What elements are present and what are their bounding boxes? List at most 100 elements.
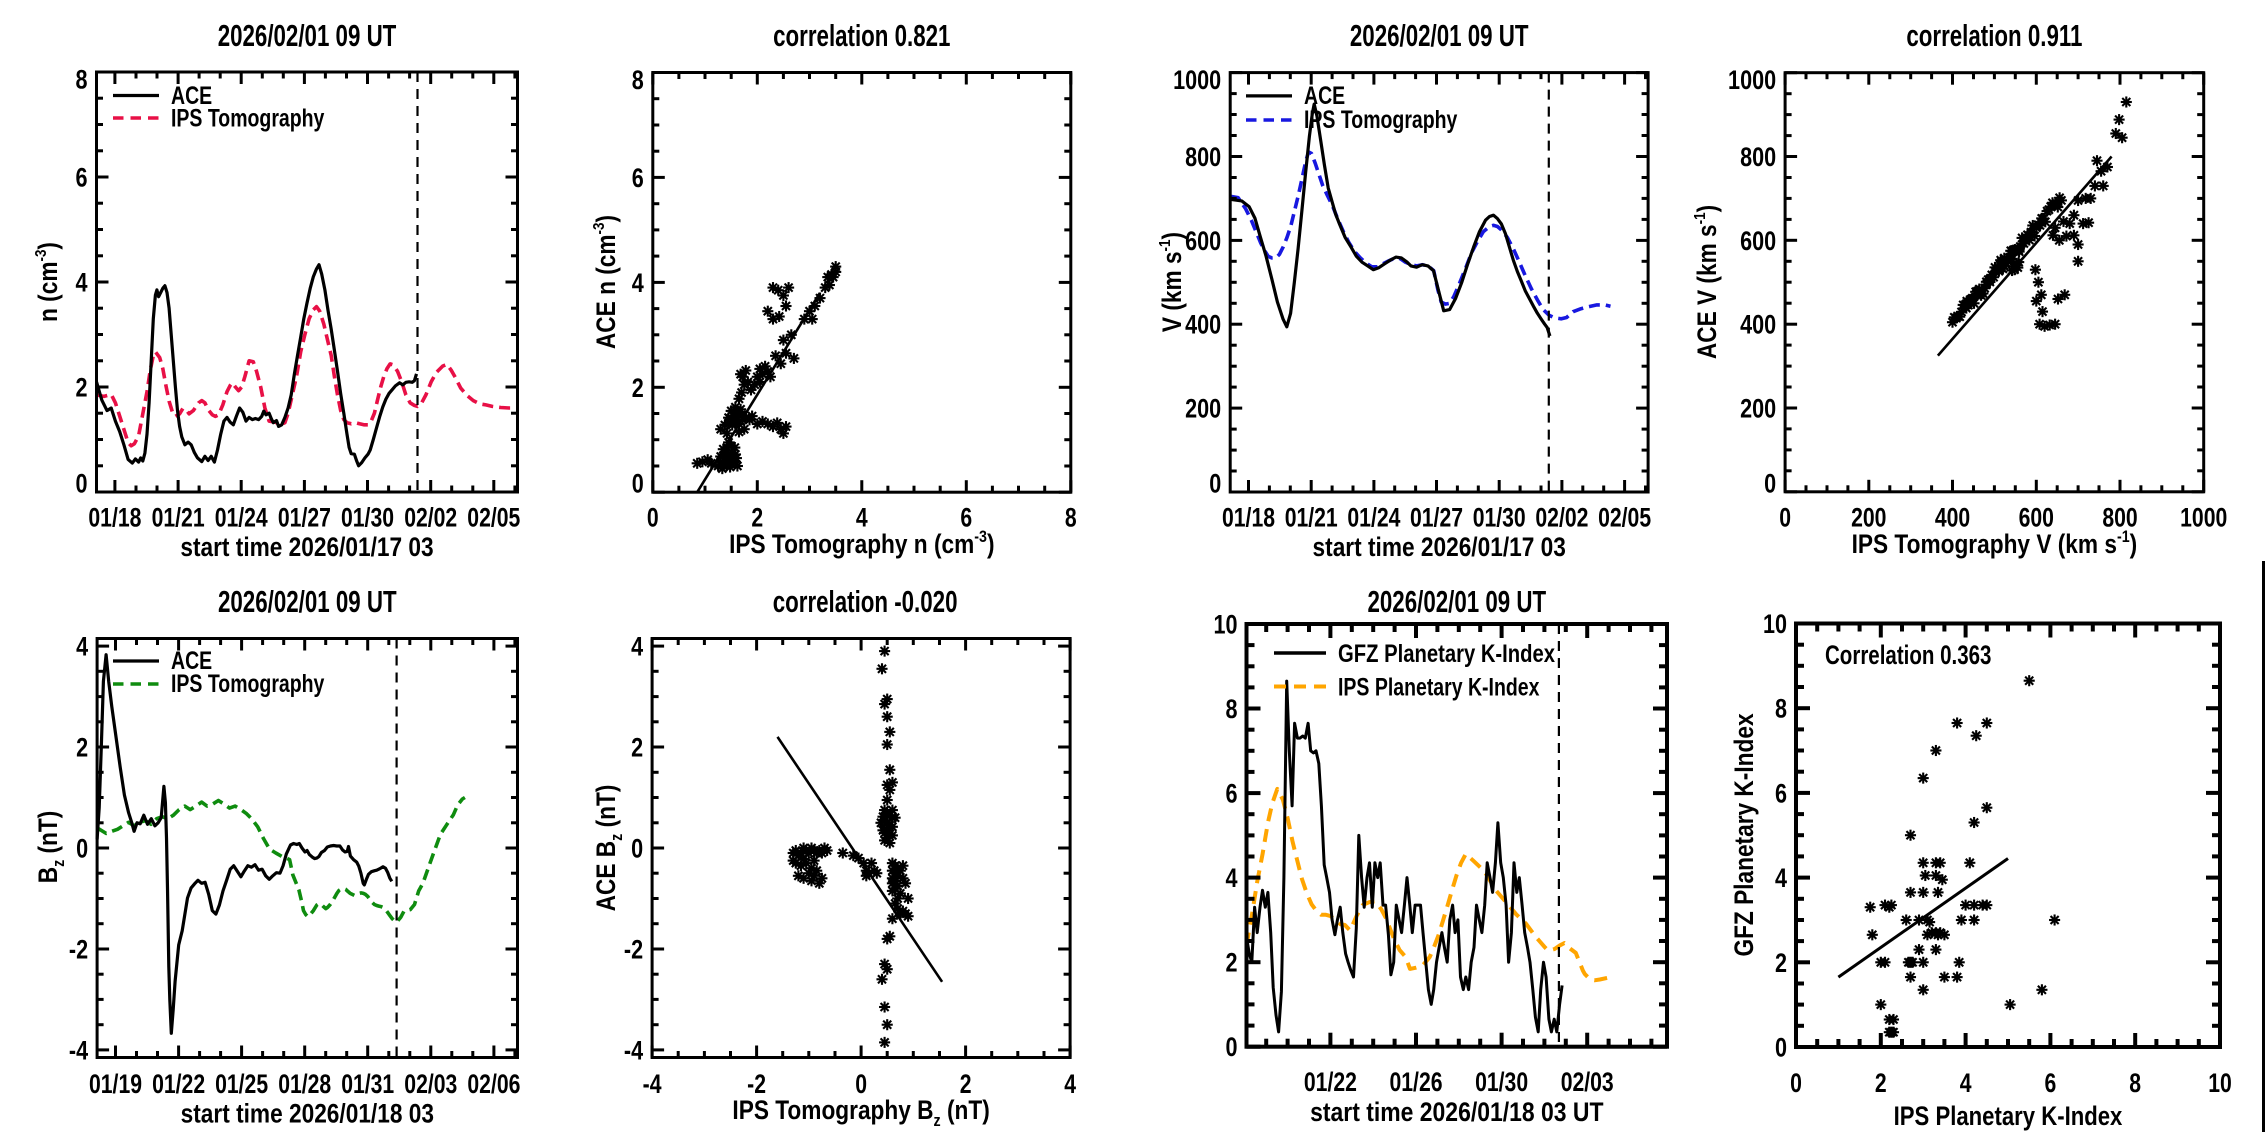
svg-text:-2: -2 bbox=[747, 1069, 766, 1099]
svg-text:ACE: ACE bbox=[1304, 82, 1345, 110]
svg-text:start time 2026/01/17 03: start time 2026/01/17 03 bbox=[1313, 532, 1566, 562]
svg-text:400: 400 bbox=[1935, 503, 1970, 533]
svg-text:01/30: 01/30 bbox=[1473, 503, 1526, 533]
svg-text:800: 800 bbox=[2102, 503, 2137, 533]
svg-text:-4: -4 bbox=[69, 1036, 89, 1066]
svg-text:10: 10 bbox=[2208, 1069, 2232, 1099]
svg-text:ACE n (cm-3): ACE n (cm-3) bbox=[591, 215, 621, 349]
svg-text:IPS Planetary K-Index: IPS Planetary K-Index bbox=[1338, 673, 1540, 701]
svg-text:IPS Tomography: IPS Tomography bbox=[171, 670, 325, 698]
svg-text:Correlation 0.363: Correlation 0.363 bbox=[1825, 640, 1991, 670]
svg-text:IPS Tomography V (km s-1): IPS Tomography V (km s-1) bbox=[1852, 528, 2138, 560]
svg-text:400: 400 bbox=[1185, 311, 1221, 341]
svg-text:8: 8 bbox=[2129, 1069, 2141, 1099]
svg-text:2026/02/01 09 UT: 2026/02/01 09 UT bbox=[1350, 18, 1529, 52]
svg-text:02/05: 02/05 bbox=[1598, 503, 1651, 533]
svg-text:0: 0 bbox=[632, 470, 644, 500]
svg-text:1000: 1000 bbox=[1173, 66, 1221, 96]
svg-text:8: 8 bbox=[1225, 695, 1237, 725]
svg-text:01/21: 01/21 bbox=[1285, 503, 1338, 533]
svg-text:ACE: ACE bbox=[171, 82, 212, 110]
svg-text:01/28: 01/28 bbox=[278, 1069, 331, 1099]
svg-text:400: 400 bbox=[1740, 311, 1776, 341]
svg-text:01/21: 01/21 bbox=[152, 503, 205, 533]
svg-text:GFZ Planetary K-Index: GFZ Planetary K-Index bbox=[1338, 639, 1555, 668]
svg-text:4: 4 bbox=[631, 632, 643, 662]
svg-text:4: 4 bbox=[75, 268, 87, 298]
svg-text:GFZ Planetary K-Index: GFZ Planetary K-Index bbox=[1729, 713, 1759, 956]
svg-text:800: 800 bbox=[1740, 143, 1776, 173]
svg-text:0: 0 bbox=[1779, 503, 1791, 533]
svg-text:200: 200 bbox=[1851, 503, 1886, 533]
svg-text:ACE Bz (nT): ACE Bz (nT) bbox=[591, 785, 626, 912]
svg-text:2: 2 bbox=[751, 503, 763, 533]
svg-text:2: 2 bbox=[76, 733, 88, 763]
svg-text:2: 2 bbox=[1875, 1069, 1887, 1099]
svg-text:01/30: 01/30 bbox=[341, 503, 394, 533]
svg-text:2026/02/01 09 UT: 2026/02/01 09 UT bbox=[218, 584, 397, 618]
svg-text:0: 0 bbox=[1775, 1033, 1787, 1063]
svg-text:2026/02/01 09 UT: 2026/02/01 09 UT bbox=[218, 18, 397, 52]
svg-text:01/31: 01/31 bbox=[341, 1069, 394, 1099]
svg-text:01/22: 01/22 bbox=[152, 1069, 205, 1099]
svg-text:02/03: 02/03 bbox=[404, 1069, 457, 1099]
svg-text:correlation -0.020: correlation -0.020 bbox=[773, 584, 958, 618]
svg-text:2: 2 bbox=[1225, 949, 1237, 979]
svg-text:IPS Tomography n (cm-3): IPS Tomography n (cm-3) bbox=[729, 528, 994, 560]
svg-text:6: 6 bbox=[960, 503, 972, 533]
svg-text:correlation 0.911: correlation 0.911 bbox=[1906, 18, 2082, 52]
svg-text:0: 0 bbox=[631, 834, 643, 864]
svg-text:0: 0 bbox=[76, 834, 88, 864]
svg-text:IPS Tomography Bz (nT): IPS Tomography Bz (nT) bbox=[732, 1095, 989, 1130]
svg-text:10: 10 bbox=[1763, 610, 1787, 640]
svg-text:start time 2026/01/18 03: start time 2026/01/18 03 bbox=[181, 1098, 434, 1128]
svg-text:6: 6 bbox=[2045, 1069, 2057, 1099]
svg-text:4: 4 bbox=[632, 269, 644, 299]
svg-text:600: 600 bbox=[1740, 227, 1776, 257]
svg-text:IPS Planetary K-Index: IPS Planetary K-Index bbox=[1894, 1102, 2123, 1132]
svg-text:6: 6 bbox=[1775, 779, 1787, 809]
svg-text:4: 4 bbox=[1960, 1069, 1972, 1099]
svg-text:-2: -2 bbox=[69, 935, 88, 965]
svg-text:600: 600 bbox=[2019, 503, 2054, 533]
svg-text:8: 8 bbox=[75, 65, 87, 95]
svg-text:01/18: 01/18 bbox=[1222, 503, 1275, 533]
svg-text:01/30: 01/30 bbox=[1475, 1068, 1528, 1098]
svg-text:02/06: 02/06 bbox=[467, 1069, 520, 1099]
svg-text:6: 6 bbox=[1225, 779, 1237, 809]
svg-text:0: 0 bbox=[1225, 1033, 1237, 1063]
svg-text:01/24: 01/24 bbox=[215, 503, 268, 533]
svg-text:01/27: 01/27 bbox=[1410, 503, 1463, 533]
svg-text:IPS Tomography: IPS Tomography bbox=[171, 104, 325, 132]
svg-text:0: 0 bbox=[855, 1069, 867, 1099]
svg-text:01/22: 01/22 bbox=[1304, 1068, 1357, 1098]
svg-text:01/25: 01/25 bbox=[215, 1069, 268, 1099]
svg-text:02/02: 02/02 bbox=[1535, 503, 1588, 533]
svg-text:02/03: 02/03 bbox=[1561, 1068, 1614, 1098]
svg-text:0: 0 bbox=[647, 503, 659, 533]
svg-text:4: 4 bbox=[1775, 864, 1787, 894]
svg-text:6: 6 bbox=[75, 163, 87, 193]
svg-text:0: 0 bbox=[1764, 469, 1776, 499]
svg-text:800: 800 bbox=[1185, 143, 1221, 173]
svg-text:0: 0 bbox=[1790, 1069, 1802, 1099]
svg-text:02/05: 02/05 bbox=[467, 503, 520, 533]
svg-text:0: 0 bbox=[1209, 469, 1221, 499]
svg-text:4: 4 bbox=[76, 632, 88, 662]
svg-text:1000: 1000 bbox=[2180, 503, 2227, 533]
svg-text:01/27: 01/27 bbox=[278, 503, 331, 533]
svg-text:2: 2 bbox=[75, 373, 87, 403]
svg-text:01/24: 01/24 bbox=[1347, 503, 1400, 533]
svg-text:2: 2 bbox=[632, 374, 644, 404]
svg-text:2: 2 bbox=[631, 733, 643, 763]
svg-text:IPS Tomography: IPS Tomography bbox=[1304, 106, 1458, 134]
svg-text:start time 2026/01/17 03: start time 2026/01/17 03 bbox=[180, 532, 433, 562]
svg-text:200: 200 bbox=[1740, 394, 1776, 424]
svg-text:4: 4 bbox=[1064, 1069, 1076, 1099]
svg-text:8: 8 bbox=[632, 66, 644, 96]
svg-text:start time 2026/01/18 03 UT: start time 2026/01/18 03 UT bbox=[1310, 1097, 1604, 1127]
svg-text:-2: -2 bbox=[624, 935, 643, 965]
svg-text:6: 6 bbox=[632, 164, 644, 194]
svg-text:600: 600 bbox=[1185, 227, 1221, 257]
svg-text:2: 2 bbox=[1775, 949, 1787, 979]
